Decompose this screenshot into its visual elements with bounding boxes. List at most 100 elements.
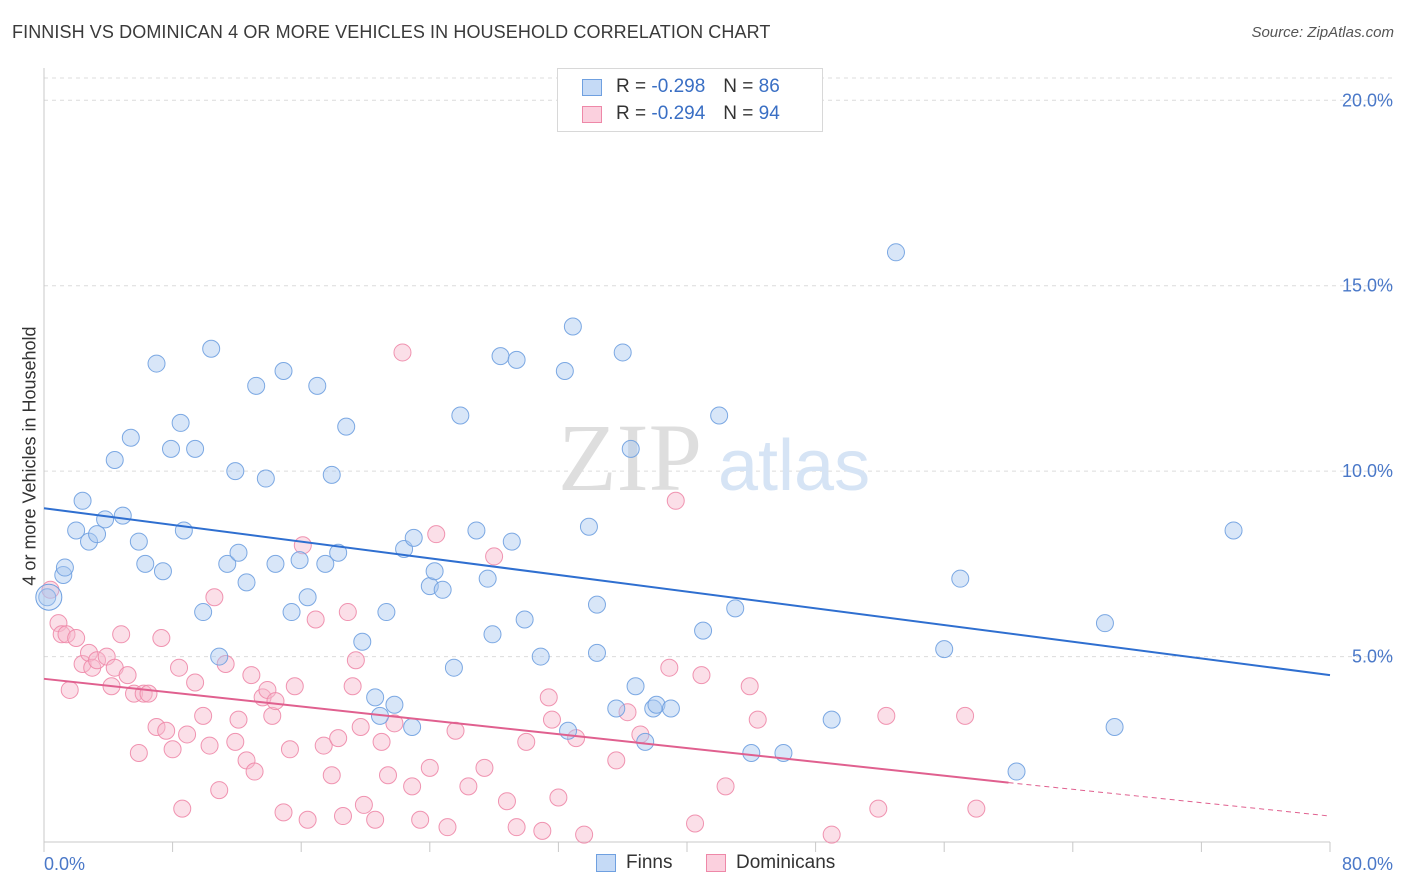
dominicans-point: [549, 788, 568, 807]
legend-label-finns: Finns: [626, 852, 673, 873]
dominicans-point: [285, 677, 304, 696]
finns-point: [147, 354, 166, 373]
finns-point: [507, 350, 526, 369]
legend-r-label: R =: [616, 103, 647, 124]
finns-point: [282, 603, 301, 622]
dominicans-point: [379, 766, 398, 785]
stats-legend: R = -0.298 N = 86 R = -0.294 N = 94: [557, 68, 823, 132]
legend-n-value: 94: [758, 103, 780, 124]
finns-point: [607, 699, 626, 718]
series-legend: Finns Dominicans: [0, 852, 1406, 878]
gridlines: [44, 77, 1395, 658]
finns-point: [121, 428, 140, 447]
source-credit: Source: ZipAtlas.com: [1251, 24, 1394, 41]
legend-row-finns: R = -0.298 N = 86: [582, 75, 780, 99]
dominicans-point: [333, 807, 352, 826]
watermark-atlas: atlas: [718, 426, 870, 506]
dominicans-point: [129, 743, 148, 762]
finns-point: [73, 491, 92, 510]
legend-n-label: N =: [723, 103, 754, 124]
finns-point: [67, 521, 86, 540]
finns-point: [694, 621, 713, 640]
x-tick-label: 80.0%: [1342, 854, 1393, 874]
finns-point: [385, 695, 404, 714]
dominicans-point: [173, 799, 192, 818]
dominicans-point: [427, 525, 446, 544]
finns-point: [483, 625, 502, 644]
finns-point: [329, 543, 348, 562]
finns-point: [337, 417, 356, 436]
finns-point: [613, 343, 632, 362]
dominicans-point: [200, 736, 219, 755]
finns-point: [621, 439, 640, 458]
finns-point: [502, 532, 521, 551]
dominicans-point: [411, 810, 430, 829]
finns-point: [194, 603, 213, 622]
y-tick-label: 5.0%: [1352, 647, 1393, 667]
dominicans-point: [351, 718, 370, 737]
dominicans-point: [539, 688, 558, 707]
dominicans-trend-extension: [1008, 782, 1331, 817]
finns-point: [316, 554, 335, 573]
finns-point: [822, 710, 841, 729]
dominicans-point: [216, 654, 235, 673]
dominicans-point: [446, 721, 465, 740]
finns-point: [531, 647, 550, 666]
finns-point: [742, 743, 761, 762]
y-axis-label: 4 or more Vehicles in Household: [19, 326, 40, 586]
dominicans-point: [88, 651, 107, 670]
watermark: ZIP atlas: [558, 404, 870, 511]
finns-point: [171, 413, 190, 432]
dominicans-point: [346, 651, 365, 670]
dominicans-point: [178, 725, 197, 744]
finns-point: [266, 554, 285, 573]
dominicans-point: [338, 603, 357, 622]
dominicans-point: [354, 795, 373, 814]
dominicans-point: [314, 736, 333, 755]
dominicans-point: [194, 706, 213, 725]
dominicans-point: [607, 751, 626, 770]
finns-point: [247, 376, 266, 395]
dominicans-point: [692, 666, 711, 685]
finns-point: [136, 554, 155, 573]
finns-point: [298, 588, 317, 607]
finns-point: [96, 510, 115, 529]
finns-point: [636, 732, 655, 751]
legend-swatch-dominicans: [706, 854, 726, 872]
legend-swatch-finns: [596, 854, 616, 872]
finns-point: [425, 562, 444, 581]
finns-point: [403, 718, 422, 737]
dominicans-point: [226, 732, 245, 751]
finns-point: [587, 643, 606, 662]
y-tick-label: 10.0%: [1342, 461, 1393, 481]
dominicans-point: [57, 625, 76, 644]
dominicans-point: [575, 825, 594, 844]
dominicans-points: [41, 343, 986, 844]
finns-points: [35, 243, 1243, 781]
finns-point: [404, 528, 423, 547]
dominicans-point: [322, 766, 341, 785]
dominicans-point: [420, 758, 439, 777]
finns-point: [647, 695, 666, 714]
dominicans-point: [343, 677, 362, 696]
finns-point: [1224, 521, 1243, 540]
dominicans-point: [748, 710, 767, 729]
dominicans-point: [542, 710, 561, 729]
dominicans-point: [263, 706, 282, 725]
dominicans-point: [686, 814, 705, 833]
dominicans-point: [306, 610, 325, 629]
dominicans-point: [266, 692, 285, 711]
finns-point: [186, 439, 205, 458]
dominicans-point: [242, 666, 261, 685]
dominicans-point: [666, 491, 685, 510]
finns-point: [174, 521, 193, 540]
dominicans-point: [210, 781, 229, 800]
legend-swatch-dominicans: [582, 105, 602, 123]
axes: [43, 68, 1331, 852]
dominicans-point: [475, 758, 494, 777]
dominicans-point: [403, 777, 422, 796]
legend-row-dominicans: R = -0.294 N = 94: [582, 102, 780, 126]
dominicans-point: [740, 677, 759, 696]
x-tick-label: 0.0%: [44, 854, 85, 874]
dominicans-point: [660, 658, 679, 677]
